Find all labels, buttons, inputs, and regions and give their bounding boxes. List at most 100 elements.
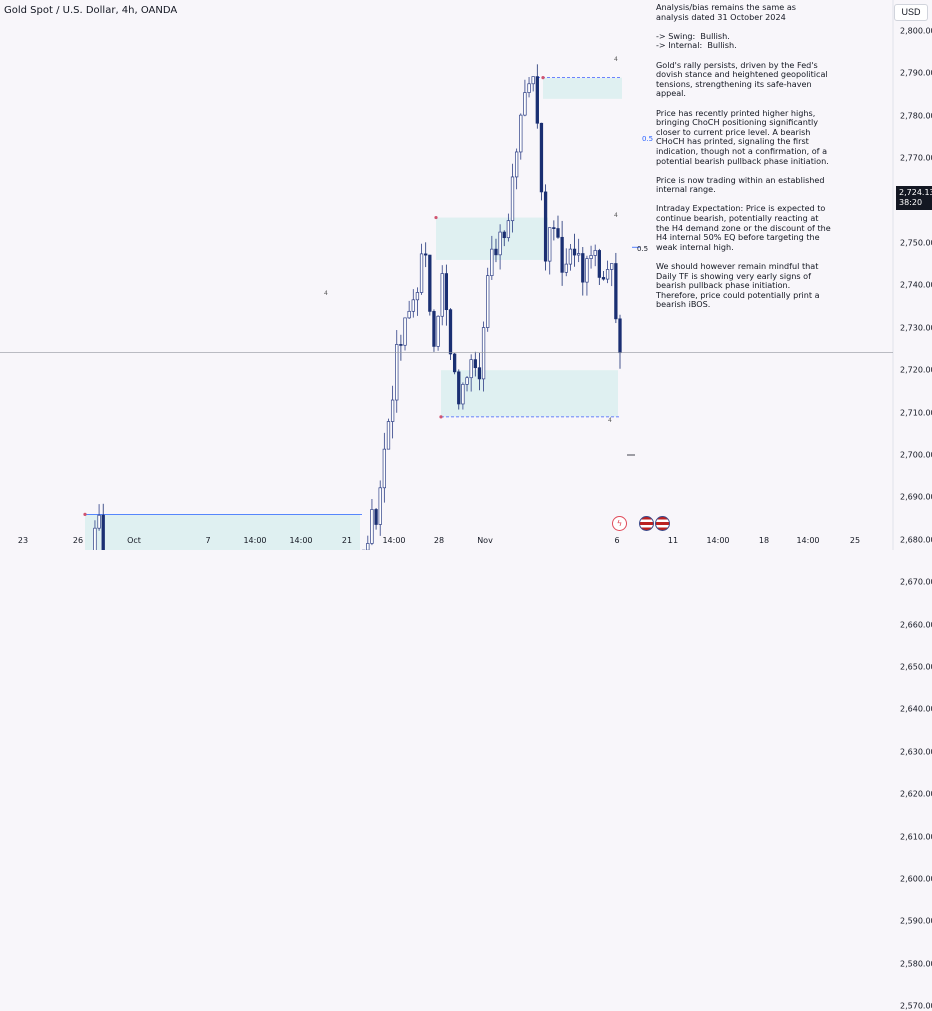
x-tick-label: 21 xyxy=(341,536,353,545)
bull-candle xyxy=(411,299,415,312)
bear-candle xyxy=(424,253,428,256)
bull-candle xyxy=(486,275,490,328)
bear-candle xyxy=(452,353,457,373)
pivot-marker xyxy=(439,415,443,419)
zone-mark: 4 xyxy=(614,212,618,219)
bear-candle xyxy=(473,359,477,369)
bull-candle xyxy=(370,509,374,544)
bear-candle xyxy=(477,367,482,380)
bull-candle xyxy=(386,421,391,450)
bear-candle xyxy=(444,273,449,311)
symbol-title: Gold Spot / U.S. Dollar, 4h, OANDA xyxy=(4,5,178,16)
zone-mark: 4 xyxy=(608,417,612,424)
x-tick-label: 7 xyxy=(205,536,211,545)
bull-candle xyxy=(585,258,589,283)
eq-label-upper: 0.5 xyxy=(642,135,654,143)
analysis-paragraph: Intraday Expectation: Price is expected … xyxy=(656,203,834,252)
bull-candle xyxy=(366,543,370,550)
y-tick-label: 2,780.000 xyxy=(900,111,932,121)
bear-candle xyxy=(457,371,461,405)
bear-candle xyxy=(597,250,601,278)
bull-candle xyxy=(589,255,593,259)
y-tick-label: 2,580.000 xyxy=(900,959,932,969)
bull-candle xyxy=(415,292,420,301)
y-tick-label: 2,800.000 xyxy=(900,26,932,36)
bear-candle xyxy=(543,191,548,262)
currency-selector[interactable]: USD xyxy=(894,4,928,21)
bull-candle xyxy=(519,114,523,153)
x-tick-label: 23 xyxy=(17,536,29,545)
y-tick-label: 2,570.000 xyxy=(900,1001,932,1011)
y-tick-label: 2,630.000 xyxy=(900,747,932,757)
y-tick-label: 2,750.000 xyxy=(900,238,932,248)
x-tick-label: Oct xyxy=(127,536,141,545)
analysis-note[interactable]: Analysis/bias remains the same as analys… xyxy=(656,2,834,320)
bull-candle xyxy=(382,448,386,489)
x-tick-label: 6 xyxy=(614,536,620,545)
bull-candle xyxy=(506,220,511,239)
bull-candle xyxy=(93,527,97,550)
x-tick-label: 14:00 xyxy=(796,536,820,545)
y-tick-label: 2,620.000 xyxy=(900,789,932,799)
bear-candle xyxy=(601,277,606,280)
pivot-marker xyxy=(83,512,87,516)
bull-candle xyxy=(548,227,552,262)
x-tick-label: 14:00 xyxy=(243,536,267,545)
y-tick-label: 2,790.000 xyxy=(900,68,932,78)
eq-label-lower: 0.5 xyxy=(637,245,649,253)
bull-candle xyxy=(469,359,473,379)
x-tick-label: Nov xyxy=(477,536,493,545)
us-flag-icon[interactable] xyxy=(639,516,654,531)
bull-candle xyxy=(490,248,494,276)
demand-zone xyxy=(441,370,618,417)
bear-candle xyxy=(101,514,105,550)
bull-candle xyxy=(440,273,444,317)
bull-candle xyxy=(465,377,469,385)
bar-countdown: 38:20 xyxy=(899,198,923,207)
current-price-label: 2,724.130 38:20 xyxy=(896,186,932,210)
x-tick-label: 25 xyxy=(849,536,861,545)
x-tick-label: 14:00 xyxy=(289,536,313,545)
y-tick-label: 2,730.000 xyxy=(900,323,932,333)
pivot-marker xyxy=(541,76,545,80)
bull-candle xyxy=(605,269,610,280)
analysis-paragraph: Price has recently printed higher highs,… xyxy=(656,107,830,166)
analysis-paragraph: We should however remain mindful that Da… xyxy=(656,261,823,310)
bear-candle xyxy=(552,227,556,229)
bear-candle xyxy=(614,263,618,320)
bull-candle xyxy=(514,151,519,178)
analysis-paragraph: Gold's rally persists, driven by the Fed… xyxy=(656,59,831,99)
bull-candle xyxy=(568,248,573,265)
y-tick-label: 2,770.000 xyxy=(900,153,932,163)
bear-candle xyxy=(432,311,436,347)
bear-candle xyxy=(539,122,544,193)
bear-candle xyxy=(494,248,498,256)
bull-candle xyxy=(593,250,597,256)
price-chart[interactable] xyxy=(0,0,932,550)
bull-candle xyxy=(390,399,395,422)
pivot-marker xyxy=(434,215,438,220)
bear-candle xyxy=(581,253,585,283)
demand-zone xyxy=(543,77,622,99)
bear-candle xyxy=(502,231,506,239)
bull-candle xyxy=(395,344,399,401)
bull-candle xyxy=(419,253,424,293)
bull-candle xyxy=(527,83,531,93)
y-tick-label: 2,610.000 xyxy=(900,832,932,842)
bull-candle xyxy=(97,514,101,529)
bull-candle xyxy=(577,253,581,256)
x-tick-label: 18 xyxy=(758,536,770,545)
y-tick-label: 2,690.000 xyxy=(900,492,932,502)
bear-candle xyxy=(560,236,564,273)
bull-candle xyxy=(510,176,515,222)
bull-candle xyxy=(523,92,527,116)
y-tick-label: 2,660.000 xyxy=(900,620,932,630)
us-flag-icon[interactable] xyxy=(655,516,670,531)
bear-candle xyxy=(399,344,403,346)
bull-candle xyxy=(564,263,568,273)
x-tick-label: 26 xyxy=(72,536,84,545)
bear-candle xyxy=(556,228,560,238)
bear-candle xyxy=(448,309,453,355)
analysis-paragraph: -> Swing: Bullish. -> Internal: Bullish. xyxy=(656,30,737,51)
lightning-icon[interactable]: ϟ xyxy=(612,516,627,531)
